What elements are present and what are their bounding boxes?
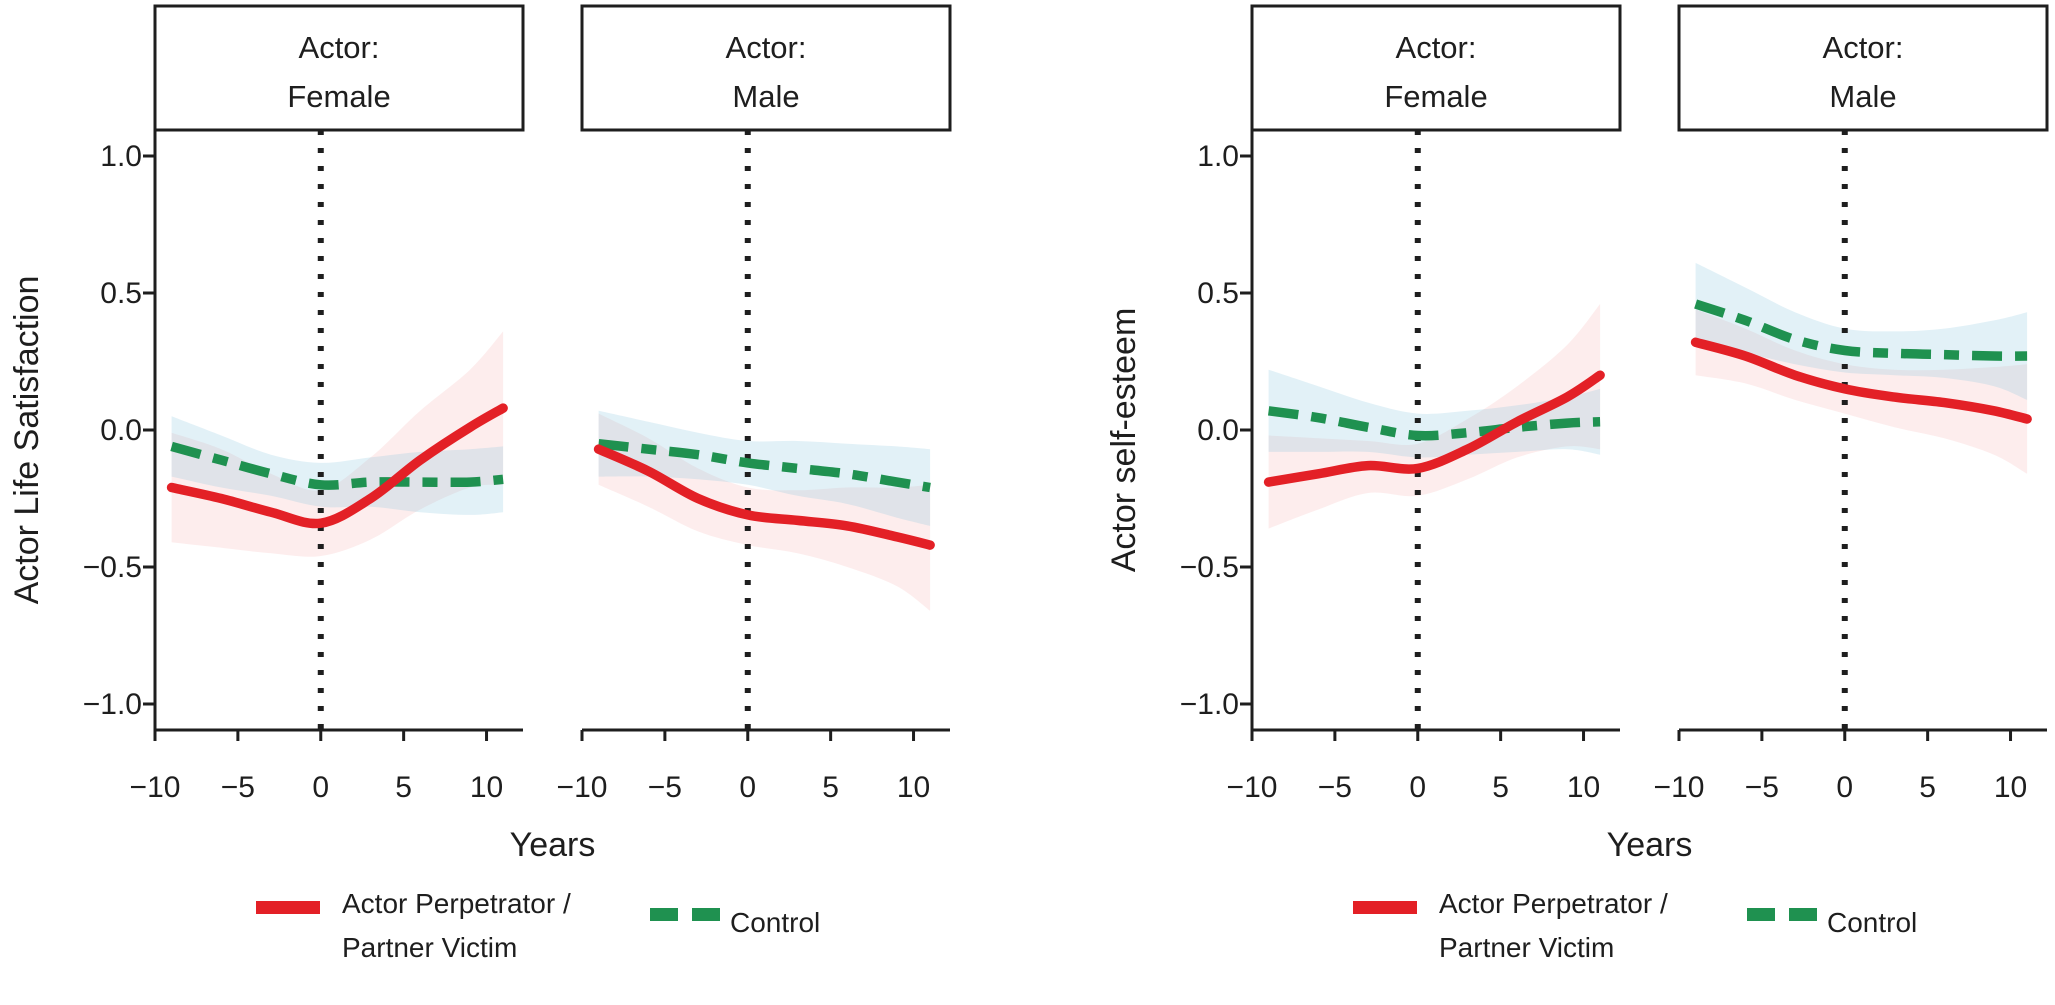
confidence-band-control: [1268, 369, 1601, 458]
x-tick-label: −10: [130, 771, 181, 804]
facet-title-line2: Male: [1829, 79, 1896, 114]
x-tick-label: 10: [1994, 771, 2027, 804]
x-tick-label: −5: [648, 771, 682, 804]
facet-title-line1: Actor:: [1396, 30, 1477, 65]
facet-title-line1: Actor:: [1823, 30, 1904, 65]
y-tick-label: −0.5: [1180, 551, 1239, 584]
x-axis-title: Years: [510, 826, 596, 864]
chart-actor-self-esteem: Actor self-esteem 1.0 0.5 0.0 −0.5 −1.0 −10 −5 0…: [1097, 0, 2055, 1005]
legend-label-control: Control: [1827, 907, 1917, 938]
facet-panel: −10 −5 0 5 10 Actor: Male: [1654, 4, 2049, 804]
facet-title-line2: Male: [732, 79, 799, 114]
facet-strip: [153, 4, 525, 132]
legend-key-perpetrator: [1353, 901, 1417, 914]
confidence-band-perpetrator: [598, 413, 931, 611]
y-tick-label: −1.0: [1180, 688, 1239, 721]
x-axis-title: Years: [1607, 826, 1693, 864]
control-line: [598, 438, 931, 493]
perpetrator-line: [593, 444, 935, 550]
facet-title-line2: Female: [1384, 79, 1487, 114]
x-tick-label: −10: [1654, 771, 1705, 804]
x-tick-label: 0: [1836, 771, 1853, 804]
facet-panel: −10 −5 0 5 10 Actor: Female: [130, 4, 525, 804]
confidence-band-control: [1695, 262, 2028, 400]
x-tick-label: 0: [1409, 771, 1426, 804]
legend: Actor Perpetrator / Partner Victim Control: [1353, 888, 1917, 963]
facet-title-line1: Actor:: [726, 30, 807, 65]
facet-panel: −10 −5 0 5 10 Actor: Female: [1227, 4, 1622, 804]
x-tick-label: 0: [312, 771, 329, 804]
confidence-band-perpetrator: [171, 331, 504, 557]
chart-actor-life-satisfaction: Actor Life Satisfaction 1.0 0.5 0.0 −0.5 −1.0…: [0, 0, 958, 1005]
x-tick-label: 10: [897, 771, 930, 804]
legend-key-control-dash2: [1789, 908, 1817, 921]
x-tick-label: 5: [395, 771, 412, 804]
facet-strip: [1250, 4, 1622, 132]
x-tick-label: 5: [1919, 771, 1936, 804]
control-line: [170, 441, 504, 490]
x-tick-label: 0: [739, 771, 756, 804]
legend: Actor Perpetrator / Partner Victim Control: [256, 888, 820, 963]
perpetrator-line: [1690, 337, 2032, 424]
facet-title-line1: Actor:: [299, 30, 380, 65]
x-tick-label: 5: [822, 771, 839, 804]
control-line: [1694, 299, 2028, 361]
facet-strip: [1677, 4, 2049, 132]
y-tick-label: 1.0: [1197, 140, 1239, 173]
control-line: [1267, 406, 1601, 441]
x-tick-label: −5: [1318, 771, 1352, 804]
y-tick-label: −0.5: [83, 551, 142, 584]
legend-label-perpetrator-line1: Actor Perpetrator /: [1439, 888, 1668, 919]
y-tick-label: 1.0: [100, 140, 142, 173]
chart-svg: Actor self-esteem 1.0 0.5 0.0 −0.5 −1.0 −10 −5 0…: [1105, 4, 2049, 963]
confidence-band-control: [171, 416, 504, 515]
legend-key-control-dash2: [692, 908, 720, 921]
perpetrator-line: [166, 403, 508, 529]
x-tick-label: −10: [1227, 771, 1278, 804]
chart-svg: Actor Life Satisfaction 1.0 0.5 0.0 −0.5 −1.0…: [8, 4, 952, 963]
legend-label-perpetrator-line1: Actor Perpetrator /: [342, 888, 571, 919]
legend-label-perpetrator-line2: Partner Victim: [1439, 932, 1614, 963]
y-axis-title: Actor self-esteem: [1105, 308, 1143, 573]
legend-key-control-dash1: [1747, 908, 1775, 921]
x-tick-label: 5: [1492, 771, 1509, 804]
y-tick-label: 0.0: [100, 414, 142, 447]
x-tick-label: −5: [221, 771, 255, 804]
y-tick-label: 0.5: [100, 277, 142, 310]
y-axis-title: Actor Life Satisfaction: [8, 276, 46, 605]
y-tick-label: −1.0: [83, 688, 142, 721]
facet-title-line2: Female: [287, 79, 390, 114]
legend-label-control: Control: [730, 907, 820, 938]
confidence-band-perpetrator: [1268, 304, 1601, 529]
legend-label-perpetrator-line2: Partner Victim: [342, 932, 517, 963]
x-tick-label: −5: [1745, 771, 1779, 804]
x-tick-label: 10: [1567, 771, 1600, 804]
facet-strip: [580, 4, 952, 132]
x-tick-label: −10: [557, 771, 608, 804]
x-tick-label: 10: [470, 771, 503, 804]
legend-key-perpetrator: [256, 901, 320, 914]
legend-key-control-dash1: [650, 908, 678, 921]
y-tick-label: 0.0: [1197, 414, 1239, 447]
perpetrator-line: [1263, 370, 1605, 487]
facet-panel: −10 −5 0 5 10 Actor: Male: [557, 4, 952, 804]
y-tick-label: 0.5: [1197, 277, 1239, 310]
